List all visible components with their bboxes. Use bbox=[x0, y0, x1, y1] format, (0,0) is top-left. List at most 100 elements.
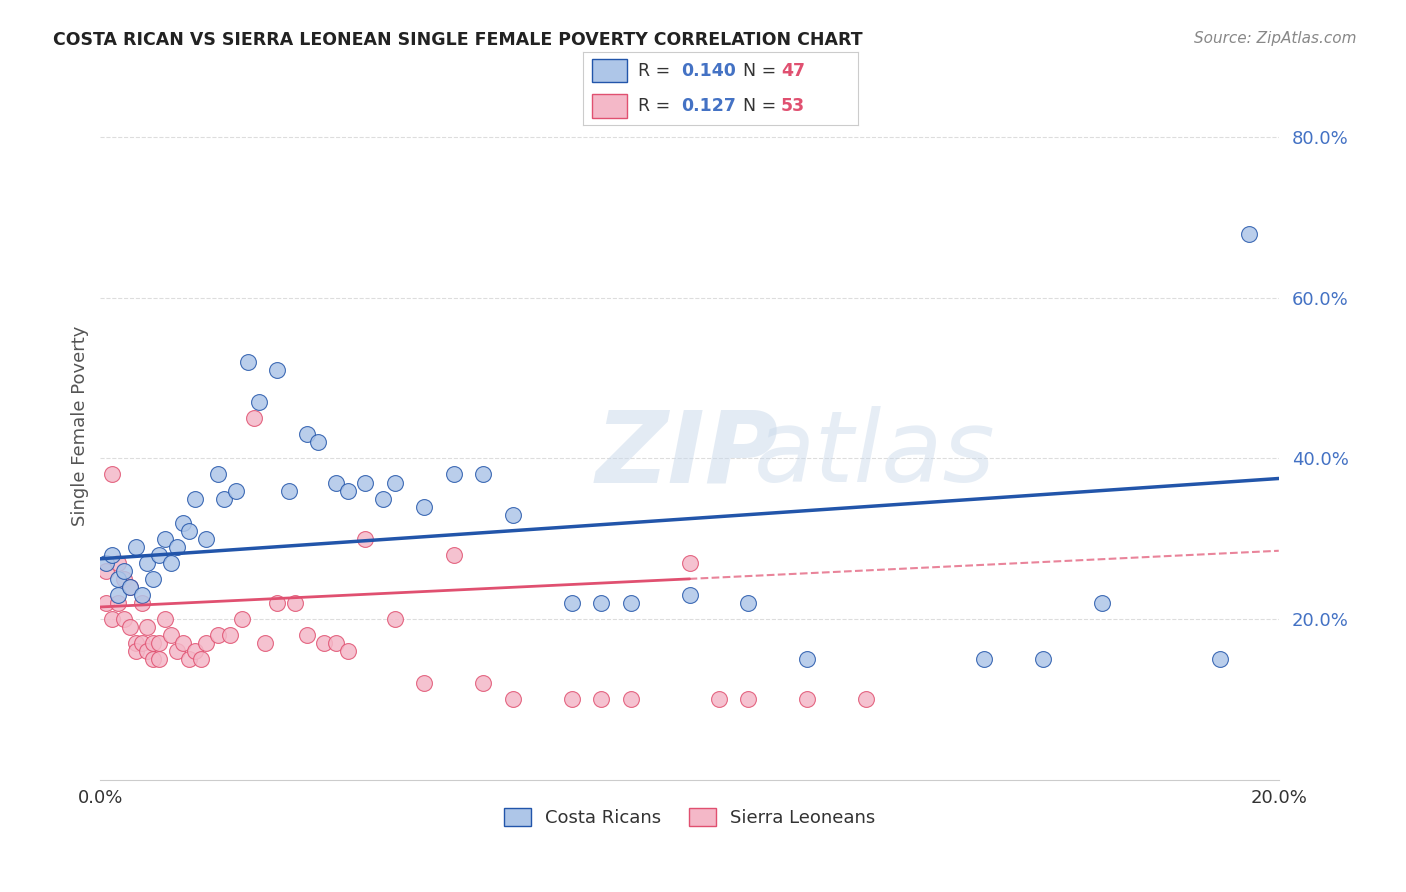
Point bbox=[101, 612, 124, 626]
Point bbox=[707, 692, 730, 706]
Point bbox=[295, 427, 318, 442]
Text: N =: N = bbox=[742, 97, 782, 115]
Text: Source: ZipAtlas.com: Source: ZipAtlas.com bbox=[1194, 31, 1357, 46]
Point bbox=[136, 556, 159, 570]
Point bbox=[172, 636, 194, 650]
Point bbox=[591, 596, 613, 610]
Point bbox=[314, 636, 336, 650]
Point bbox=[277, 483, 299, 498]
Point bbox=[384, 475, 406, 490]
Point bbox=[373, 491, 395, 506]
Legend: Costa Ricans, Sierra Leoneans: Costa Ricans, Sierra Leoneans bbox=[496, 800, 883, 834]
Point bbox=[107, 588, 129, 602]
Point bbox=[219, 628, 242, 642]
Point bbox=[307, 435, 329, 450]
Point bbox=[160, 556, 183, 570]
Point bbox=[177, 652, 200, 666]
Point bbox=[354, 532, 377, 546]
Point bbox=[284, 596, 307, 610]
Text: ZIP: ZIP bbox=[595, 406, 779, 503]
Point bbox=[855, 692, 877, 706]
Point bbox=[118, 580, 141, 594]
Point bbox=[125, 644, 148, 658]
Point bbox=[336, 483, 359, 498]
Point bbox=[125, 636, 148, 650]
Point bbox=[384, 612, 406, 626]
Point bbox=[96, 596, 118, 610]
Point bbox=[1032, 652, 1054, 666]
Point bbox=[207, 467, 229, 482]
Point bbox=[472, 467, 495, 482]
Point bbox=[443, 548, 465, 562]
Point bbox=[443, 467, 465, 482]
Point bbox=[231, 612, 253, 626]
Point bbox=[212, 491, 235, 506]
Point bbox=[225, 483, 247, 498]
Point bbox=[254, 636, 277, 650]
Point bbox=[160, 628, 183, 642]
Point bbox=[96, 556, 118, 570]
Point bbox=[336, 644, 359, 658]
Point bbox=[678, 588, 700, 602]
Point bbox=[177, 524, 200, 538]
FancyBboxPatch shape bbox=[592, 95, 627, 118]
Point bbox=[502, 692, 524, 706]
Point bbox=[142, 652, 165, 666]
Text: 0.127: 0.127 bbox=[681, 97, 735, 115]
Point bbox=[166, 644, 188, 658]
Point bbox=[354, 475, 377, 490]
Text: 0.140: 0.140 bbox=[681, 62, 735, 79]
Point bbox=[620, 692, 643, 706]
Point bbox=[172, 516, 194, 530]
Point bbox=[153, 612, 176, 626]
Text: atlas: atlas bbox=[755, 406, 995, 503]
Point bbox=[148, 652, 170, 666]
Point bbox=[107, 556, 129, 570]
Point bbox=[1239, 227, 1261, 241]
Point bbox=[195, 532, 218, 546]
Point bbox=[236, 355, 259, 369]
Point bbox=[112, 572, 135, 586]
Point bbox=[620, 596, 643, 610]
Point bbox=[142, 572, 165, 586]
Point bbox=[125, 540, 148, 554]
Point bbox=[190, 652, 212, 666]
Point bbox=[796, 652, 818, 666]
Point bbox=[136, 620, 159, 634]
Point bbox=[148, 548, 170, 562]
Point bbox=[183, 644, 205, 658]
Point bbox=[101, 548, 124, 562]
Point bbox=[325, 475, 347, 490]
Point bbox=[118, 580, 141, 594]
Point bbox=[973, 652, 995, 666]
Point bbox=[166, 540, 188, 554]
Point bbox=[561, 596, 583, 610]
Point bbox=[131, 588, 153, 602]
Point bbox=[142, 636, 165, 650]
Point bbox=[242, 411, 264, 425]
Point bbox=[561, 692, 583, 706]
Point bbox=[266, 596, 288, 610]
Y-axis label: Single Female Poverty: Single Female Poverty bbox=[72, 326, 89, 526]
Point bbox=[101, 467, 124, 482]
Text: 53: 53 bbox=[780, 97, 806, 115]
Point bbox=[131, 636, 153, 650]
Point bbox=[737, 596, 759, 610]
Text: 47: 47 bbox=[780, 62, 804, 79]
Point bbox=[591, 692, 613, 706]
Point bbox=[678, 556, 700, 570]
Point bbox=[796, 692, 818, 706]
Point bbox=[249, 395, 271, 409]
Point bbox=[325, 636, 347, 650]
Text: R =: R = bbox=[638, 62, 676, 79]
Point bbox=[112, 564, 135, 578]
Point bbox=[136, 644, 159, 658]
Point bbox=[472, 676, 495, 690]
Point bbox=[502, 508, 524, 522]
Point bbox=[295, 628, 318, 642]
Point bbox=[207, 628, 229, 642]
Text: R =: R = bbox=[638, 97, 676, 115]
Point bbox=[107, 572, 129, 586]
Point bbox=[195, 636, 218, 650]
Point bbox=[737, 692, 759, 706]
